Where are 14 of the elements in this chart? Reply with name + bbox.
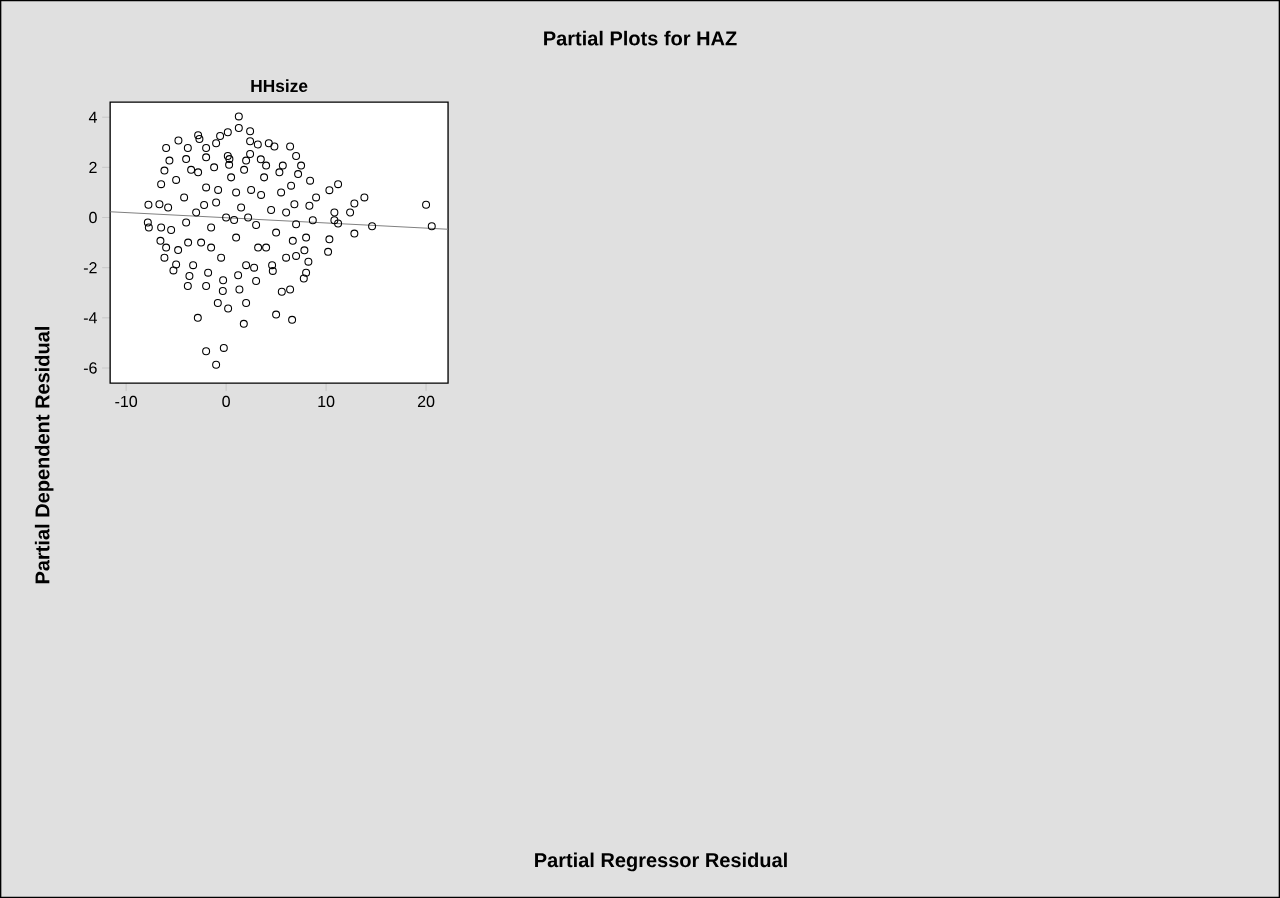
y-tick-label: 4 xyxy=(88,111,97,123)
y-tick-label: -6 xyxy=(83,362,97,374)
x-tick-label: 20 xyxy=(417,395,435,408)
text: Partial Regressor Residual xyxy=(535,852,787,872)
chart-subtitle: HHsize xyxy=(251,79,308,93)
x-tick-label: -10 xyxy=(115,395,138,408)
y-axis-title: Partial Dependent Residual xyxy=(34,326,54,584)
x-tick-label: 10 xyxy=(318,395,335,408)
y-tick-label: 0 xyxy=(89,211,97,224)
y-tick-label: 2 xyxy=(89,161,97,173)
text: Partial Plots for HAZ xyxy=(544,30,737,46)
y-tick-label: -4 xyxy=(83,312,97,324)
y-tick-label: -2 xyxy=(83,262,97,274)
x-tick-label: 0 xyxy=(222,395,230,408)
